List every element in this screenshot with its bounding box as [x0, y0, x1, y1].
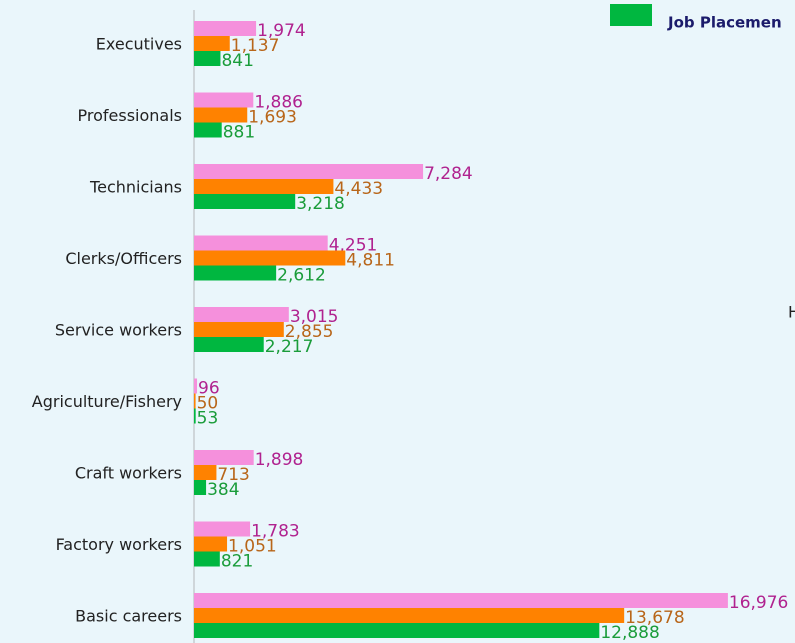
value-label: 53 [197, 409, 219, 429]
bar [194, 536, 228, 552]
value-label: 1,974 [257, 21, 306, 41]
bar [194, 521, 251, 537]
annotation: H [788, 303, 795, 322]
bar [194, 36, 230, 51]
bar [194, 378, 198, 394]
value-label: 2,855 [285, 322, 334, 342]
value-label: 4,433 [334, 179, 383, 199]
bar [194, 608, 625, 623]
value-label: 12,888 [600, 623, 659, 643]
bar [194, 307, 289, 322]
bar [194, 623, 600, 638]
value-label: 7,284 [424, 164, 473, 184]
value-label: 2,217 [265, 337, 314, 357]
value-label: 3,015 [290, 307, 339, 327]
value-label: 1,898 [255, 450, 304, 470]
value-label: 713 [217, 465, 249, 485]
y-tick-label: Executives [96, 35, 182, 54]
bar [194, 250, 346, 266]
value-label: 3,218 [296, 194, 345, 214]
y-tick-label: Agriculture/Fishery [32, 392, 182, 411]
value-label: 4,811 [346, 251, 395, 271]
y-tick-label: Factory workers [56, 535, 182, 554]
bar [194, 179, 334, 194]
value-label: 96 [198, 379, 220, 399]
bar [194, 51, 221, 66]
value-label: 881 [223, 123, 255, 143]
bar [194, 465, 217, 480]
value-label: 1,051 [228, 537, 277, 557]
value-label: 1,693 [248, 108, 297, 128]
value-label: 821 [221, 552, 253, 572]
value-label: 13,678 [625, 608, 684, 628]
value-label: 16,976 [729, 593, 788, 613]
y-tick-label: Professionals [78, 106, 183, 125]
y-tick-label: Craft workers [75, 464, 182, 483]
bar [194, 393, 196, 409]
value-label: 50 [197, 394, 219, 414]
value-label: 1,886 [254, 93, 303, 113]
legend-swatch [610, 4, 652, 26]
bar [194, 551, 220, 567]
value-label: 1,137 [231, 36, 280, 56]
bar [194, 337, 264, 352]
bar [194, 480, 207, 495]
bar [194, 450, 254, 465]
bar [194, 593, 728, 608]
y-tick-label: Basic careers [75, 607, 182, 626]
value-label: 841 [221, 51, 253, 71]
bar [194, 408, 196, 424]
value-label: 2,612 [277, 266, 326, 286]
bar [194, 164, 424, 179]
y-tick-label: Service workers [55, 321, 182, 340]
bar [194, 265, 277, 281]
bar [194, 122, 222, 138]
value-label: 384 [207, 480, 239, 500]
y-tick-label: Clerks/Officers [65, 249, 182, 268]
bar [194, 235, 328, 251]
value-label: 1,783 [251, 522, 300, 542]
bar [194, 107, 248, 123]
bar [194, 322, 284, 337]
bar [194, 194, 296, 209]
bar [194, 21, 257, 36]
legend-label: Job Placemen [667, 14, 782, 32]
y-tick-label: Technicians [89, 178, 182, 197]
bar [194, 92, 254, 108]
